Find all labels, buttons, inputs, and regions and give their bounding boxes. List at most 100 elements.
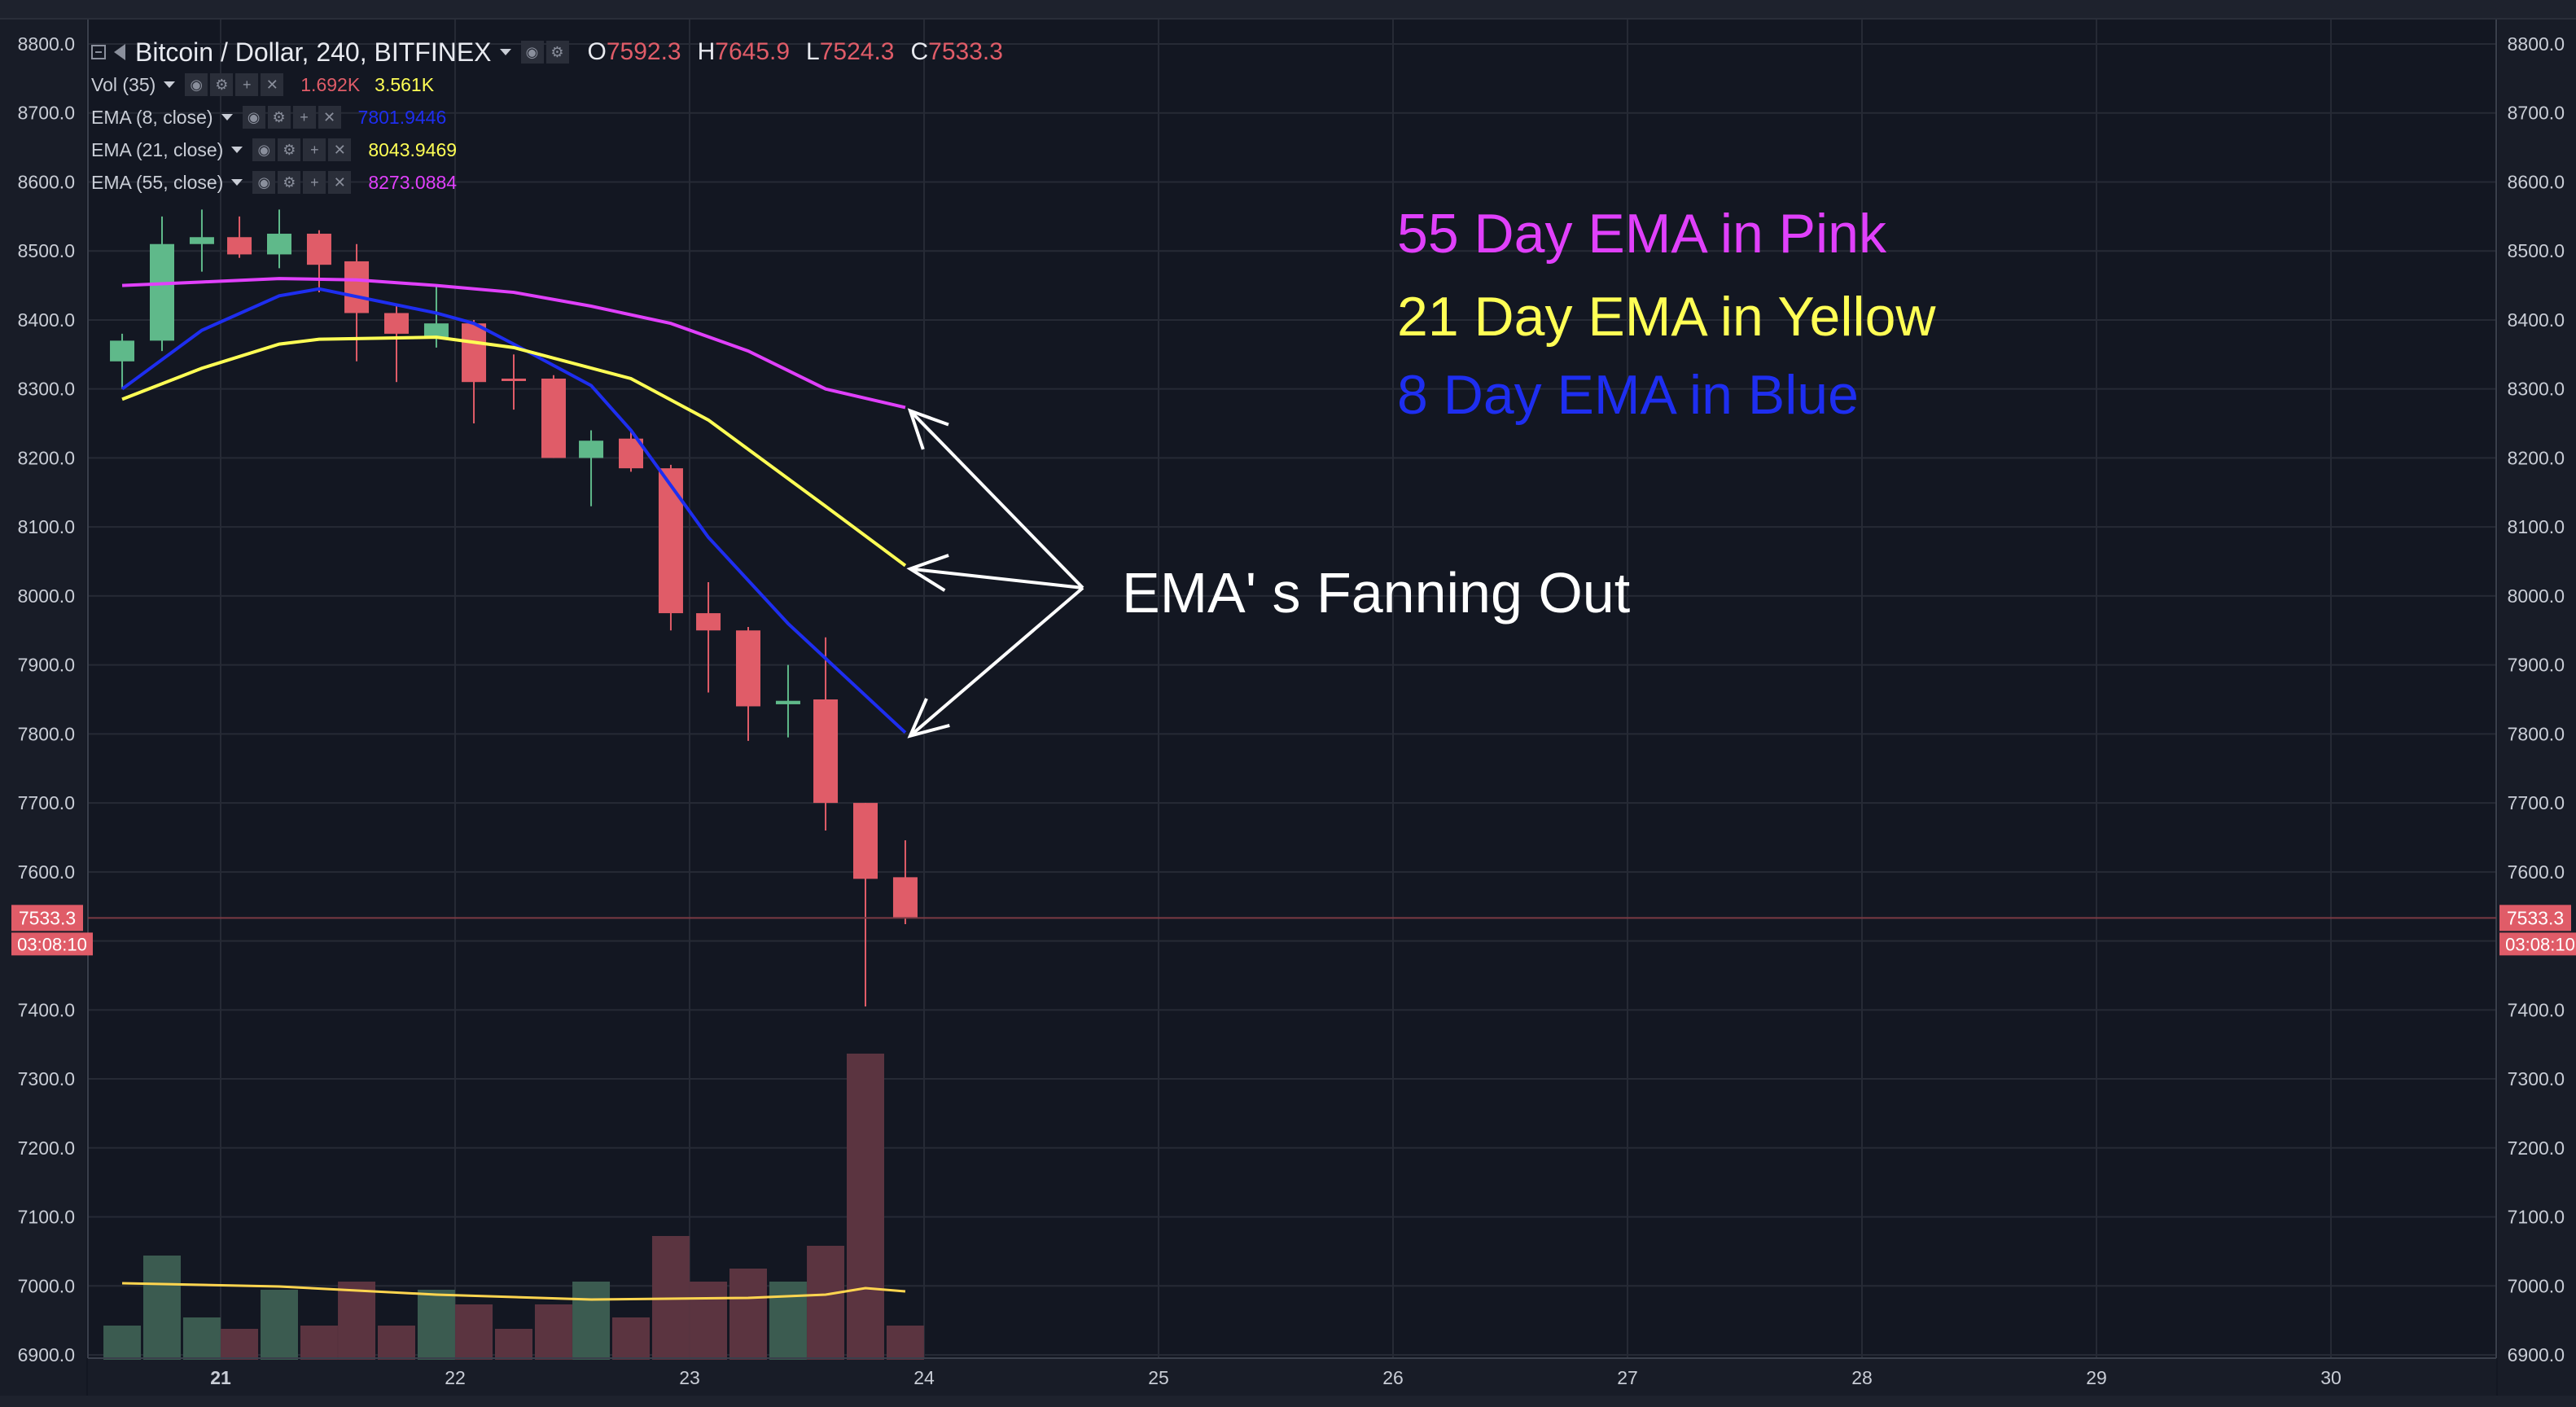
volume-bar <box>103 1326 142 1360</box>
candle-body <box>813 699 839 804</box>
gear-icon[interactable]: ⚙ <box>267 106 291 129</box>
time-axis-panel <box>88 1358 2496 1396</box>
indicator-label-ema21[interactable]: EMA (21, close) <box>91 138 224 160</box>
y-tick-label-right: 8300.0 <box>2508 379 2565 400</box>
bottom-toolbar <box>0 1396 2576 1407</box>
y-tick-label-right: 8100.0 <box>2508 516 2565 537</box>
volume-bar <box>769 1282 807 1360</box>
volume-bar <box>182 1317 221 1360</box>
ema21-value: 8043.9469 <box>368 138 458 160</box>
volume-bar <box>221 1329 259 1360</box>
x-tick-label: 30 <box>2320 1367 2342 1388</box>
y-tick-label-right: 8600.0 <box>2508 171 2565 192</box>
volume-bar <box>261 1290 298 1360</box>
volume-ma-value: 3.561K <box>375 73 435 95</box>
eye-icon[interactable]: ◉ <box>242 106 265 129</box>
chevron-down-icon[interactable] <box>499 49 511 55</box>
candle-body <box>892 877 918 918</box>
arrow-head <box>906 554 949 592</box>
arrow-head <box>907 408 949 450</box>
flag-icon[interactable] <box>114 44 125 60</box>
current-price-label-right: 7533.3 <box>2507 907 2564 928</box>
gear-icon[interactable]: ⚙ <box>545 41 569 64</box>
y-tick-label-left: 8800.0 <box>18 33 75 55</box>
candle-body <box>736 630 760 707</box>
close-icon[interactable]: ✕ <box>261 73 284 96</box>
arrow-shaft <box>909 567 1084 590</box>
y-tick-label-right: 7900.0 <box>2508 655 2565 676</box>
plus-icon[interactable]: + <box>235 73 259 96</box>
legend-ema8-row: EMA (8, close) ◉ ⚙ + ✕ 7801.9446 <box>91 101 1003 134</box>
y-tick-label-left: 7600.0 <box>18 861 75 883</box>
gear-icon[interactable]: ⚙ <box>278 138 301 161</box>
chevron-down-icon[interactable] <box>221 114 233 121</box>
close-icon[interactable]: ✕ <box>328 171 352 194</box>
annotation-ema21: 21 Day EMA in Yellow <box>1397 286 1936 348</box>
y-tick-label-right: 8800.0 <box>2508 33 2565 55</box>
countdown-badge-left <box>11 932 93 956</box>
current-price-badge-left <box>11 905 83 931</box>
collapse-icon[interactable] <box>91 45 106 59</box>
y-tick-label-left: 8600.0 <box>18 171 75 192</box>
indicator-label-ema8[interactable]: EMA (8, close) <box>91 106 213 128</box>
symbol-title[interactable]: Bitcoin / Dollar, 240, BITFINEX <box>135 37 492 67</box>
y-tick-label-left: 7400.0 <box>18 999 75 1020</box>
annotation-arrows <box>906 408 1084 739</box>
candle-body <box>462 323 487 383</box>
volume-bar <box>338 1282 376 1360</box>
candle-body <box>150 243 174 341</box>
y-tick-label-left: 8500.0 <box>18 240 75 261</box>
candle-body <box>110 340 135 362</box>
eye-icon[interactable]: ◉ <box>252 171 276 194</box>
y-tick-label-right: 7400.0 <box>2508 999 2565 1020</box>
axes: 6900.0 6900.0 7000.0 7000.0 7100.0 7100.0 7200… <box>11 18 2576 1388</box>
plus-icon[interactable]: + <box>303 171 326 194</box>
close-icon[interactable]: ✕ <box>328 138 352 161</box>
current-price-label-left: 7533.3 <box>19 907 76 928</box>
high-value: 7645.9 <box>715 38 791 65</box>
gear-icon[interactable]: ⚙ <box>210 73 234 96</box>
ema8-value: 7801.9446 <box>357 106 447 128</box>
volume-bar <box>300 1326 338 1360</box>
indicator-label-volume[interactable]: Vol (35) <box>91 73 156 95</box>
candle-body <box>579 441 604 458</box>
top-toolbar <box>0 0 2576 20</box>
close-icon[interactable]: ✕ <box>318 106 341 129</box>
y-tick-label-left: 6900.0 <box>18 1344 75 1365</box>
plus-icon[interactable]: + <box>292 106 316 129</box>
candle-body <box>227 237 252 255</box>
ema-line-0 <box>120 287 907 734</box>
chevron-down-icon[interactable] <box>231 147 243 153</box>
x-tick-label: 21 <box>210 1367 231 1388</box>
x-tick-label: 28 <box>1851 1367 1873 1388</box>
annotation-fanning-out: EMA' s Fanning Out <box>1122 561 1631 625</box>
indicator-label-ema55[interactable]: EMA (55, close) <box>91 171 224 193</box>
y-tick-label-right: 6900.0 <box>2508 1344 2565 1365</box>
y-tick-label-right: 7000.0 <box>2508 1275 2565 1296</box>
open-value: 7592.3 <box>606 38 681 65</box>
y-tick-label-right: 7700.0 <box>2508 792 2565 813</box>
y-tick-label-left: 8300.0 <box>18 379 75 400</box>
candle-body <box>267 234 291 255</box>
eye-icon[interactable]: ◉ <box>185 73 208 96</box>
plus-icon[interactable]: + <box>303 138 326 161</box>
arrow-head <box>907 698 950 739</box>
open-label: O <box>587 38 607 65</box>
y-tick-label-right: 8400.0 <box>2508 309 2565 331</box>
y-tick-label-right: 7200.0 <box>2508 1137 2565 1159</box>
x-tick-label: 23 <box>679 1367 700 1388</box>
y-tick-label-left: 8200.0 <box>18 447 75 468</box>
candle-body <box>423 323 449 338</box>
volume-ma-polyline <box>122 1282 906 1301</box>
gear-icon[interactable]: ⚙ <box>278 171 301 194</box>
volume-ma-line <box>122 1282 906 1301</box>
eye-icon[interactable]: ◉ <box>252 138 276 161</box>
eye-icon[interactable]: ◉ <box>520 41 544 64</box>
candle-body <box>384 313 409 334</box>
legend-volume-row: Vol (35) ◉ ⚙ + ✕ 1.692K 3.561K <box>91 68 1003 101</box>
y-tick-label-left: 7900.0 <box>18 655 75 676</box>
chevron-down-icon[interactable] <box>231 179 243 186</box>
chevron-down-icon[interactable] <box>164 81 176 88</box>
low-label: L <box>806 38 820 65</box>
